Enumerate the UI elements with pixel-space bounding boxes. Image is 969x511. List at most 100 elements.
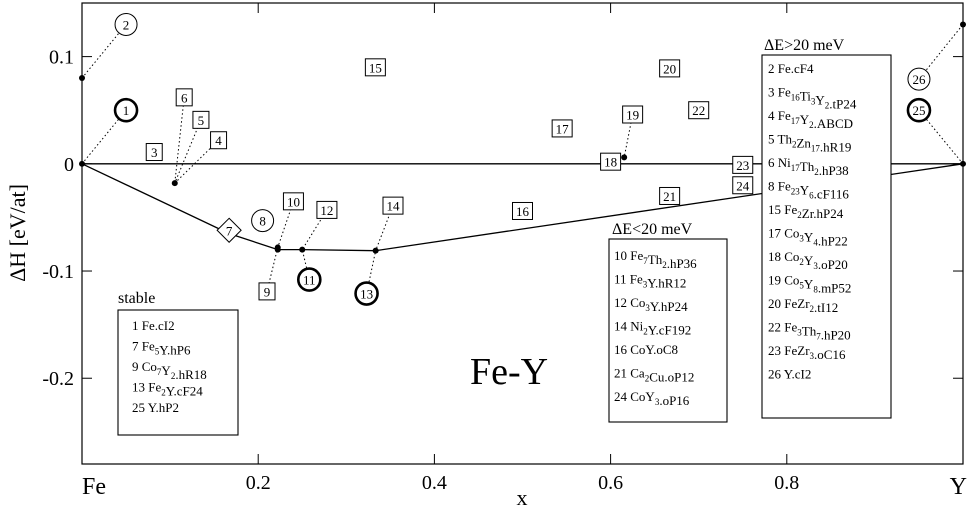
label-text: 22	[692, 103, 705, 118]
y-axis-title: ΔH [eV/at]	[5, 184, 30, 282]
legend-entry-subscript: 3	[810, 351, 815, 361]
marker-label: 4	[210, 131, 228, 150]
legend-entry: 1 Fe.cI2	[132, 318, 175, 333]
legend-entry-text: .mP52	[818, 281, 852, 296]
legend-entry-subscript: 2	[814, 167, 819, 177]
label-diamond	[216, 217, 242, 243]
legend-entry-subscript: 2	[161, 388, 166, 398]
x-edge-label: Y	[950, 474, 967, 500]
legend-entry: 14 Ni2Y.cF192	[614, 319, 691, 338]
legend-entry-text: 26 Y.cI2	[768, 367, 811, 382]
data-point	[79, 160, 85, 167]
legend-entry-text: .hP38	[819, 163, 849, 178]
legend-entry-text: 12 Co	[614, 295, 645, 310]
label-text: 21	[663, 189, 676, 204]
label-square	[364, 58, 386, 77]
legend-entry-text: 24 CoY	[614, 389, 655, 404]
marker-label: 24	[732, 176, 754, 195]
label-square	[175, 88, 193, 107]
label-square	[192, 110, 210, 129]
label-circle	[114, 12, 138, 36]
label-square	[732, 155, 754, 174]
label-text: 23	[736, 158, 749, 173]
legend-entry-text: Zn	[796, 136, 811, 151]
legend-entry-subscript: 17	[811, 144, 821, 154]
marker-label: 13	[354, 281, 379, 306]
legend-entry: 5 Th2Zn17.hR19	[768, 132, 851, 155]
marker-label: 15	[364, 58, 386, 77]
plot-frame	[81, 2, 964, 465]
legend-entry-text: Y.hR12	[647, 276, 686, 291]
legend-entry-subscript: 6	[809, 191, 814, 201]
legend-entry-text: Y	[800, 183, 810, 198]
legend-entry-subscript: 23	[791, 187, 801, 197]
marker-label: 11	[296, 267, 322, 292]
x-tick-label: 0.8	[774, 472, 799, 494]
label-text: 17	[556, 121, 570, 136]
marker-label: 6	[175, 88, 193, 107]
legend-entry-subscript: 5	[799, 281, 804, 291]
legend-entry-text: .oC16	[814, 347, 846, 362]
legend-entry-text: Y.hP24	[650, 299, 688, 314]
legend-entry: 13 Fe2Y.cF24	[132, 380, 203, 399]
legend-entry-text: 20 FeZr	[768, 296, 810, 311]
marker-label: 18	[600, 152, 622, 171]
label-square	[659, 186, 681, 205]
legend-entry-text: Th	[802, 324, 817, 339]
label-circle	[354, 281, 379, 306]
label-square	[622, 105, 644, 124]
label-square	[688, 101, 710, 120]
legend-entry-text: Y.cF192	[648, 323, 691, 338]
legend-title: ΔE>20 meV	[764, 37, 845, 54]
marker-label: 25	[906, 97, 932, 123]
legend-entry-text: Y	[815, 93, 825, 108]
legend-entry-text: 23 FeZr	[768, 343, 810, 358]
legend-entry-text: .hP22	[818, 234, 848, 249]
data-point	[621, 154, 628, 161]
marker-label: 17	[551, 119, 573, 138]
legend-entry-subscript: 2	[792, 140, 797, 150]
legend-entry: 10 Fe7Th2.hP36	[614, 248, 697, 271]
legend-entry-text: 3 Fe	[768, 85, 791, 100]
leader-line	[366, 250, 377, 294]
legend-entry-text: 14 Ni	[614, 319, 644, 334]
legend-entry-text: .ABCD	[814, 116, 853, 131]
data-point	[372, 247, 379, 254]
marker-label: 8	[251, 209, 275, 233]
y-tick-label: -0.1	[42, 261, 74, 283]
label-text: 14	[386, 199, 400, 214]
label-square	[512, 201, 533, 220]
legend-entry-text: Th	[800, 159, 815, 174]
legend-entry-text: 10 Fe	[614, 248, 643, 263]
legend-entry-text: .oP16	[659, 393, 689, 408]
legend-entry-text: Th	[648, 252, 663, 267]
legend-entry-text: 17 Co	[768, 226, 799, 241]
legend-entry: 17 Co3Y4.hP22	[768, 226, 848, 249]
legend-entry-text: Y	[804, 277, 814, 292]
legend-entry: 18 Co2Y3.oP20	[768, 249, 848, 272]
label-circle	[296, 267, 322, 292]
label-text: 12	[320, 203, 333, 218]
legend-entry-text: .oP20	[818, 257, 848, 272]
label-square	[732, 176, 754, 195]
legend-entry-subscript: 2	[825, 101, 830, 111]
label-circle	[907, 67, 931, 91]
marker-label: 2	[114, 12, 138, 36]
leader-line	[174, 119, 202, 184]
legend-entry-subscript: 3	[799, 234, 804, 244]
marker-label: 9	[258, 282, 276, 301]
data-point	[79, 75, 85, 82]
marker-label: 5	[192, 110, 210, 129]
legend-entry-text: Y	[161, 363, 171, 378]
legend-entry-subscript: 2	[810, 304, 815, 314]
legend-box	[117, 309, 239, 436]
legend-entry-text: Zr.hP24	[802, 206, 844, 221]
legend-entry-text: 21 Ca	[614, 366, 645, 381]
legend-entry-subscript: 16	[791, 93, 801, 103]
legend-entry-subscript: 2	[809, 120, 814, 130]
legend-entry-subscript: 17	[791, 116, 801, 126]
legend-entry-text: .hR18	[175, 367, 206, 382]
x-tick-label: 0.4	[422, 472, 447, 494]
label-text: 8	[259, 214, 266, 229]
